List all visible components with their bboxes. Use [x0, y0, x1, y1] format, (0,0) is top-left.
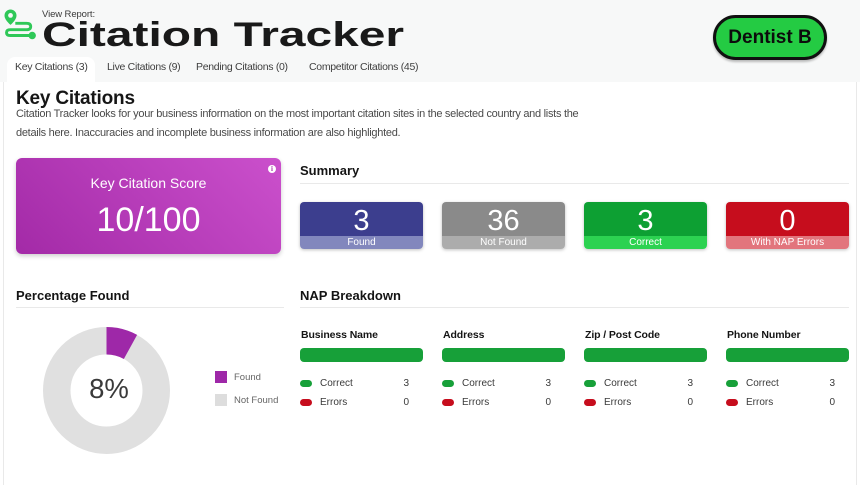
svg-text:8%: 8%	[89, 373, 129, 404]
